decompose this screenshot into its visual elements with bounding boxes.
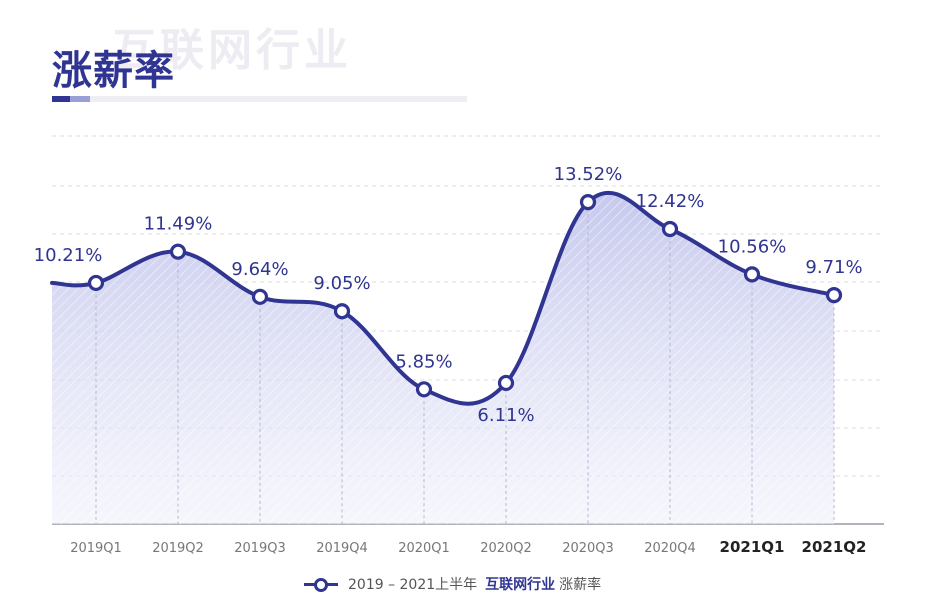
x-axis-ticks: 2019Q1 2019Q2 2019Q3 2019Q4 2020Q1 2020Q2 2020… bbox=[70, 538, 866, 556]
legend-highlight: 互联网行业 bbox=[485, 577, 556, 593]
data-label: 11.49% bbox=[144, 214, 213, 235]
x-tick-label: 2020Q2 bbox=[480, 541, 532, 556]
x-tick-label: 2019Q3 bbox=[234, 541, 286, 556]
title-underline-accent bbox=[52, 96, 70, 102]
data-label: 10.21% bbox=[34, 245, 103, 266]
data-point bbox=[87, 274, 105, 292]
data-label: 5.85% bbox=[395, 351, 452, 372]
data-label: 9.05% bbox=[313, 273, 370, 294]
x-tick-label: 2021Q2 bbox=[802, 538, 867, 556]
data-points bbox=[87, 194, 843, 398]
x-tick-label: 2020Q4 bbox=[644, 541, 696, 556]
x-tick-label: 2019Q4 bbox=[316, 541, 368, 556]
area-fill-group bbox=[52, 192, 834, 524]
data-label: 6.11% bbox=[477, 405, 534, 426]
x-tick-label: 2019Q2 bbox=[152, 541, 204, 556]
title-underline bbox=[52, 96, 467, 102]
title-underline-secondary bbox=[70, 96, 90, 102]
area-hatch bbox=[52, 192, 834, 524]
data-point bbox=[415, 381, 433, 398]
data-label: 13.52% bbox=[554, 164, 623, 185]
data-labels: 10.21% 11.49% 9.64% 9.05% 5.85% 6.11% 13.52% 12… bbox=[34, 164, 863, 426]
data-label: 9.71% bbox=[805, 257, 862, 278]
data-label: 12.42% bbox=[636, 191, 705, 212]
legend-prefix: 2019 – 2021上半年 bbox=[348, 577, 478, 593]
data-point bbox=[497, 374, 515, 392]
x-tick-label: 2021Q1 bbox=[720, 538, 785, 556]
drop-lines bbox=[95, 202, 835, 524]
data-label: 9.64% bbox=[231, 259, 288, 280]
page-title: 涨薪率 bbox=[52, 48, 175, 94]
legend-suffix: 涨薪率 bbox=[559, 577, 602, 593]
data-point bbox=[579, 194, 597, 211]
data-point bbox=[333, 303, 351, 320]
data-label: 10.56% bbox=[718, 236, 787, 257]
data-point bbox=[251, 288, 269, 305]
x-tick-label: 2020Q3 bbox=[562, 541, 614, 556]
data-point bbox=[169, 243, 187, 260]
data-point bbox=[661, 220, 679, 238]
x-tick-label: 2019Q1 bbox=[70, 541, 122, 556]
watermark-text: 互联网行业 bbox=[112, 25, 352, 76]
x-tick-label: 2020Q1 bbox=[398, 541, 450, 556]
chart-legend: 2019 – 2021上半年 互联网行业 涨薪率 bbox=[304, 574, 601, 594]
data-point bbox=[825, 287, 843, 304]
data-point bbox=[743, 266, 761, 283]
legend-line-marker-icon bbox=[304, 576, 338, 592]
